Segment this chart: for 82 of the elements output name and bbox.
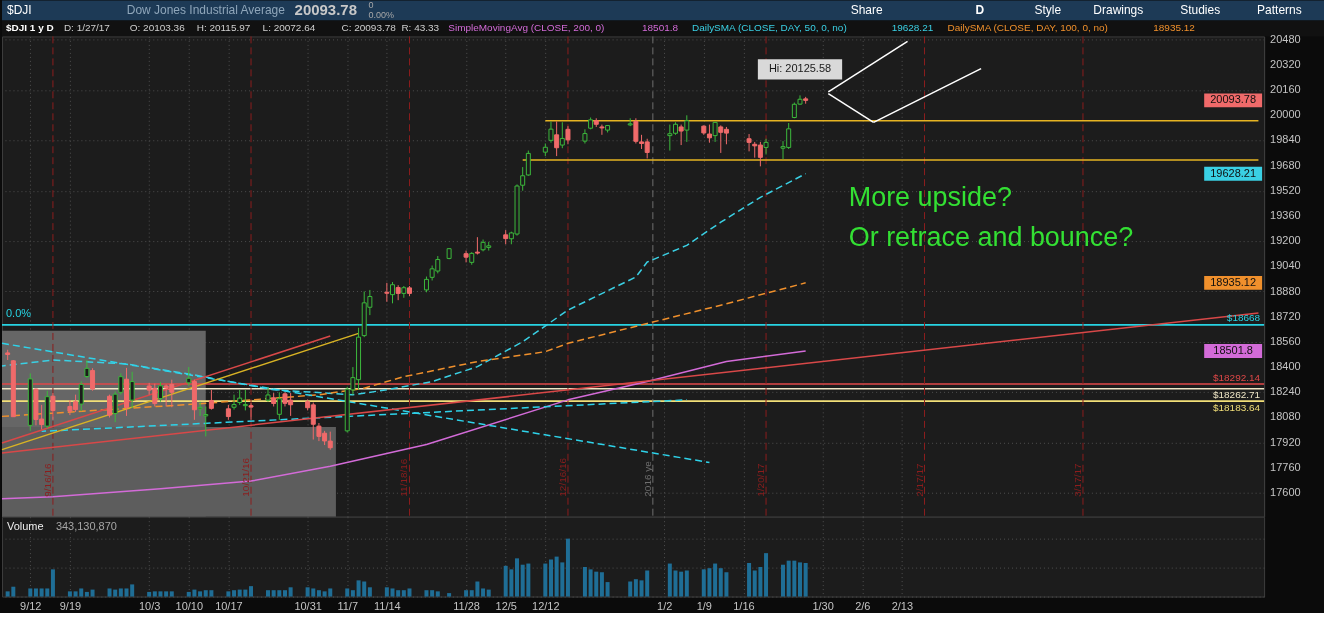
x-tick-label: 10/31 [294,600,322,613]
text: 0.00% [368,10,394,21]
x-tick-label: 11/7 [337,600,359,613]
y-tick-label: 19520 [1270,183,1301,196]
ref-line-label: 2/17/17 [913,463,925,497]
annotation: 18501.8 [1213,344,1253,357]
text: Style [1034,3,1062,18]
y-tick-label: 20000 [1270,108,1301,121]
y-tick-label: 18880 [1270,284,1301,297]
text: SimpleMovingAvg (CLOSE, 200, 0) [448,22,605,34]
x-tick-label: 1/9 [696,600,712,613]
x-tick-label: 1/16 [733,600,755,613]
chart-subtitle: $DJI 1 y D [5,22,54,34]
x-tick-label: 11/14 [374,600,401,613]
text: Studies [1180,3,1221,18]
text: 20093.78 [294,1,357,19]
ref-line-label: $18668 [1226,312,1261,324]
ref-line-label: $18262.71 [1212,389,1261,401]
x-tick-label: 1/2 [657,600,673,613]
annotation: Hi: 20125.58 [768,62,832,75]
text: 19628.21 [891,22,934,34]
y-tick-label: 18720 [1270,309,1301,322]
text: H: 20115.97 [196,22,251,34]
x-tick-label: 9/19 [59,600,82,613]
y-tick-label: 19040 [1270,259,1301,272]
ref-line-label: 3/17/17 [1071,463,1083,497]
annotation: 19628.21 [1210,166,1257,179]
annotation: 0.0% [5,306,32,319]
text: DailySMA (CLOSE, DAY, 100, 0, no) [947,22,1108,34]
text: DailySMA (CLOSE, DAY, 50, 0, no) [691,22,847,34]
text: Share [850,3,883,18]
y-tick-label: 20480 [1270,32,1301,45]
y-tick-label: 17920 [1270,435,1301,448]
text: 0 [368,0,374,11]
y-tick-label: 18400 [1270,360,1301,373]
ref-line-label: 1/20/17 [755,463,767,497]
text: D [975,3,985,18]
chart-title: Volume [6,519,44,532]
ref-line-label: $18183.64 [1212,401,1261,413]
y-tick-label: 17600 [1270,486,1301,499]
text: 343,130,870 [55,519,117,532]
text: C: 20093.78 [341,22,397,34]
x-tick-label: 10/17 [215,600,243,613]
y-tick-label: 20320 [1270,57,1301,70]
x-tick-label: 10/10 [175,600,203,613]
x-tick-label: 12/5 [495,600,517,613]
ref-line-label: 12/16/16 [556,457,568,497]
x-tick-label: 1/30 [812,600,834,613]
x-tick-label: 2/6 [855,600,871,613]
x-tick-label: 9/12 [20,600,42,613]
ref-line-label: 10/21/16 [240,457,252,497]
ref-line-label: $18292.14 [1212,371,1261,383]
text: O: 20103.36 [129,22,186,34]
annotation: Or retrace and bounce? [848,222,1134,253]
y-tick-label: 18560 [1270,334,1301,347]
chart-title: Dow Jones Industrial Average [126,3,286,18]
text: Patterns [1257,3,1302,18]
y-tick-label: 20160 [1270,82,1301,95]
annotation: 18935.12 [1210,275,1257,288]
text: $DJI [6,3,32,18]
text: 18935.12 [1153,22,1195,34]
y-tick-label: 19360 [1270,208,1301,221]
y-tick-label: 19200 [1270,234,1301,247]
x-tick-label: 12/12 [532,600,560,613]
y-tick-label: 19680 [1270,158,1301,171]
x-tick-label: 10/3 [138,600,161,613]
x-tick-label: 11/28 [453,600,480,613]
ref-line-label: 2016 ye [641,460,653,497]
annotation: More upside? [848,182,1012,213]
text: R: 43.33 [401,22,440,34]
y-tick-label: 18240 [1270,385,1301,398]
x-tick-label: 2/13 [891,600,914,613]
text: 18501.8 [642,22,679,34]
ref-line-label: 9/16/16 [41,463,53,497]
y-tick-label: 17760 [1270,460,1301,473]
text: Drawings [1093,3,1144,18]
text: D: 1/27/17 [63,22,111,34]
ref-line-label: 11/18/16 [398,458,410,497]
annotation: 20093.78 [1210,93,1257,106]
y-tick-label: 19840 [1270,133,1301,146]
text: L: 20072.64 [262,22,316,34]
y-tick-label: 18080 [1270,410,1301,423]
